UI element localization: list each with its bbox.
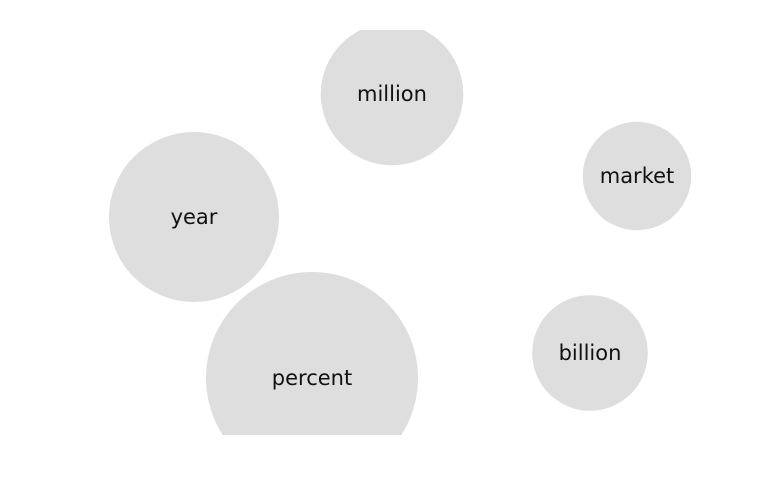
bubble-million [320,30,464,166]
bubble-label-percent: percent [272,366,352,390]
bubble-year [109,132,279,302]
bubble-label-year: year [171,205,218,229]
bubbles-layer [109,30,692,435]
bubble-label-market: market [600,164,675,188]
bubble-label-million: million [357,82,427,106]
bubble-billion [532,295,648,411]
bubble-percent [206,272,418,435]
labels-layer: million year market percent billion [171,82,675,390]
bubble-market [582,121,692,231]
bubble-label-billion: billion [559,341,622,365]
